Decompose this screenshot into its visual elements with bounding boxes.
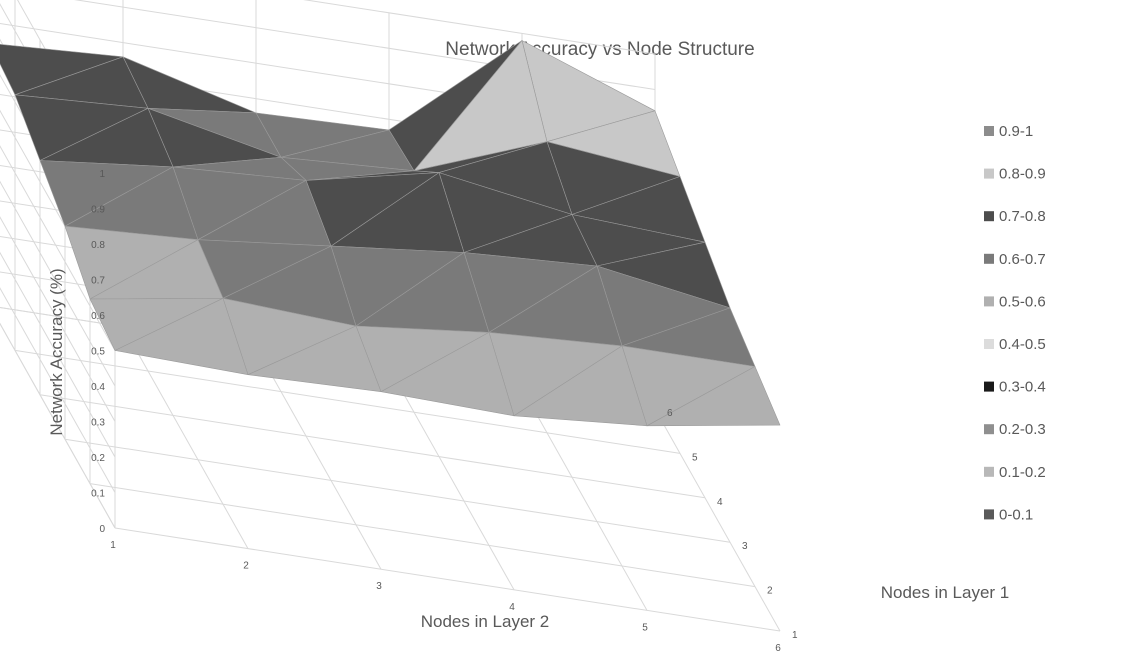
y-tick-label: 6 xyxy=(667,408,673,419)
grid-line-back-wall xyxy=(303,0,656,55)
y-tick-label: 4 xyxy=(717,497,723,508)
legend: 0.9-1 0.8-0.9 0.7-0.8 0.6-0.7 0.5-0.6 0.4-0.5… xyxy=(984,123,1046,523)
x-tick-label: 1 xyxy=(110,540,116,551)
y-tick-label: 2 xyxy=(767,586,773,597)
legend-label: 0.5-0.6 xyxy=(999,293,1046,310)
legend-swatch xyxy=(984,168,994,179)
grid-line-left-wall xyxy=(0,216,116,422)
legend-swatch xyxy=(984,211,994,222)
grid-line-left-wall xyxy=(0,287,116,493)
legend-swatch xyxy=(984,253,994,264)
surface-facet xyxy=(247,325,382,393)
y-axis-title: Nodes in Layer 1 xyxy=(881,583,1010,602)
legend-swatch xyxy=(984,126,994,136)
grid-line-floor-y xyxy=(39,394,706,499)
z-tick-label: 0.1 xyxy=(91,489,105,500)
y-tick-label: 3 xyxy=(742,541,748,552)
grid-line-floor-x xyxy=(521,388,648,611)
surface-plot xyxy=(0,40,781,427)
axis-ticks: 00.10.20.30.40.50.60.70.80.9112345612345… xyxy=(91,169,798,654)
x-tick-label: 2 xyxy=(243,561,249,572)
y-tick-label: 5 xyxy=(692,452,698,463)
grid-line-left-wall xyxy=(0,180,116,387)
grid-line-floor-x xyxy=(654,408,781,632)
z-tick-label: 0.7 xyxy=(91,276,105,287)
grid-line-left-wall xyxy=(0,145,116,351)
legend-swatch xyxy=(984,339,994,349)
legend-label: 0.3-0.4 xyxy=(999,379,1046,396)
legend-label: 0-0.1 xyxy=(999,506,1033,523)
legend-label: 0.1-0.2 xyxy=(999,464,1046,481)
surface-facet xyxy=(513,345,648,427)
chart-title: Network Accuracy vs Node Structure xyxy=(445,39,754,60)
legend-swatch xyxy=(984,424,994,435)
z-tick-label: 0.5 xyxy=(91,347,105,358)
x-tick-label: 4 xyxy=(509,602,515,613)
x-axis-title: Nodes in Layer 2 xyxy=(421,612,550,631)
grid-line-left-wall xyxy=(0,251,116,458)
legend-label: 0.4-0.5 xyxy=(999,336,1046,353)
z-tick-label: 0.4 xyxy=(91,382,105,393)
legend-label: 0.8-0.9 xyxy=(999,166,1046,183)
z-tick-label: 0.9 xyxy=(91,205,105,216)
grid-line-floor-y xyxy=(14,349,681,454)
legend-swatch xyxy=(984,296,994,307)
legend-label: 0.7-0.8 xyxy=(999,208,1046,225)
legend-swatch xyxy=(984,509,994,520)
z-tick-label: 0.6 xyxy=(91,311,105,322)
z-tick-label: 1 xyxy=(99,169,105,180)
legend-swatch xyxy=(984,466,994,477)
z-tick-label: 0.8 xyxy=(91,240,105,251)
legend-label: 0.6-0.7 xyxy=(999,251,1046,268)
surface-facet xyxy=(114,297,249,376)
y-tick-label: 1 xyxy=(792,630,798,641)
surface-facet xyxy=(380,332,515,417)
grid-line-floor-y xyxy=(89,483,756,588)
x-tick-label: 5 xyxy=(642,622,648,633)
grid-line-floor-x xyxy=(0,322,116,529)
z-tick-label: 0 xyxy=(99,524,105,535)
surface-facet xyxy=(646,366,781,427)
z-tick-label: 0.2 xyxy=(91,453,105,464)
grid-line-floor-x xyxy=(122,326,249,549)
legend-swatch xyxy=(984,381,994,392)
grid-line-floor-x xyxy=(388,367,515,591)
z-axis-title: Network Accuracy (%) xyxy=(47,268,66,435)
x-tick-label: 3 xyxy=(376,581,382,592)
grid-line-floor-x xyxy=(255,346,382,570)
legend-label: 0.2-0.3 xyxy=(999,421,1046,438)
legend-label: 0.9-1 xyxy=(999,123,1033,140)
z-tick-label: 0.3 xyxy=(91,418,105,429)
x-tick-label: 6 xyxy=(775,643,781,654)
grid-line-floor-y xyxy=(114,527,781,632)
grid-line-floor-y xyxy=(64,438,731,543)
